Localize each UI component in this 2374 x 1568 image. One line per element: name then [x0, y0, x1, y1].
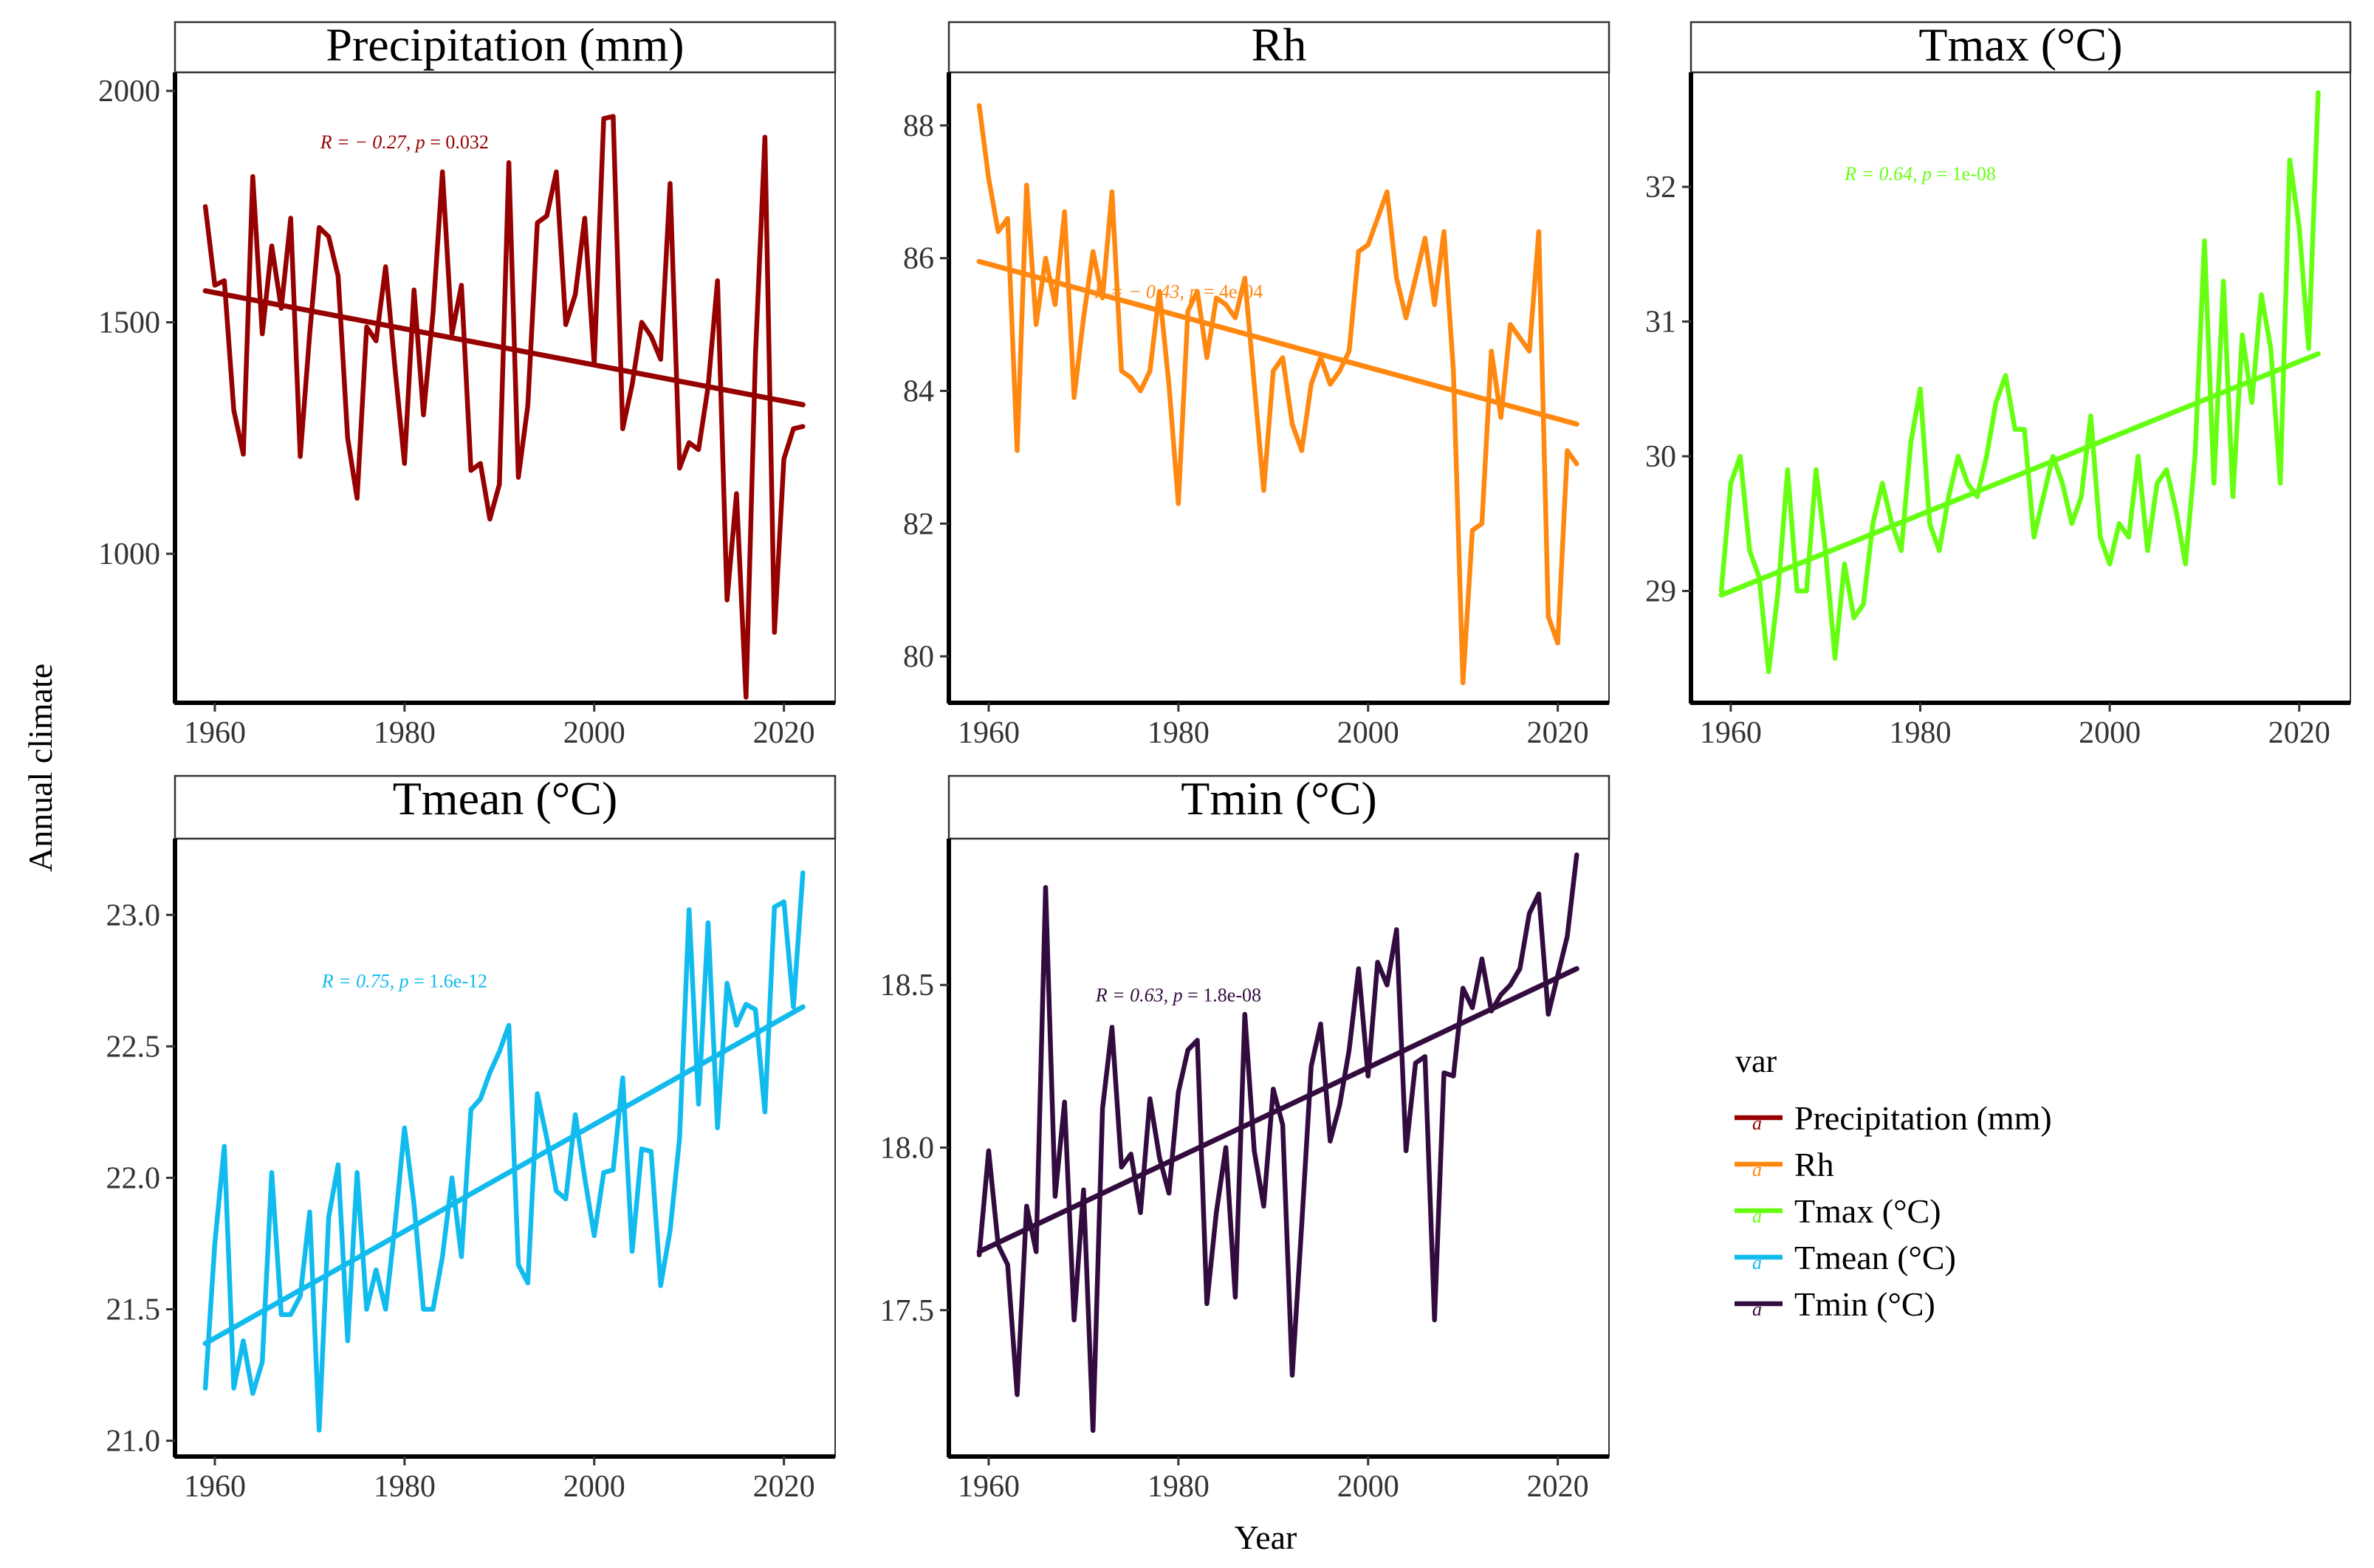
panel-2: Rh 80 82 84 86 88 1960 1980 2000 2020 R = − 0.43, … — [903, 18, 1610, 750]
panel-3: Tmax (°C) 29 30 31 32 1960 1980 2000 2020 R = 0.6… — [1645, 18, 2352, 750]
annotation-r: R = − 0.27, — [320, 131, 416, 153]
y-tick-label: 82 — [903, 507, 934, 541]
x-tick-label: 2020 — [2268, 716, 2330, 750]
y-tick-label: 80 — [903, 640, 934, 674]
strip-label: Precipitation (mm) — [326, 18, 684, 71]
legend-label: Precipitation (mm) — [1794, 1099, 2052, 1137]
x-tick-label: 1960 — [958, 716, 1020, 750]
y-tick-label: 23.0 — [106, 898, 161, 932]
trend-line — [976, 258, 1579, 427]
annotation-p: p — [414, 131, 425, 153]
strip-label: Tmean (°C) — [393, 772, 618, 825]
annotation-p: p — [1921, 163, 1932, 185]
x-tick-label: 2000 — [1337, 716, 1399, 750]
y-tick-label: 22.0 — [106, 1161, 161, 1195]
y-tick-label: 32 — [1645, 171, 1676, 204]
annotation-value: = 1.6e-12 — [409, 970, 487, 991]
legend-key-glyph: a — [1752, 1113, 1762, 1134]
facet-panels: Precipitation (mm) 1000 1500 2000 1960 1980 20… — [98, 18, 2352, 1504]
y-tick-label: 29 — [1645, 575, 1676, 609]
x-tick-label: 1980 — [374, 716, 436, 750]
trend-line — [202, 1004, 806, 1347]
x-axis-title: Year — [1235, 1519, 1297, 1556]
x-tick-label: 2020 — [1527, 716, 1589, 750]
legend-title: var — [1735, 1043, 1777, 1079]
x-tick-label: 1960 — [184, 1470, 246, 1504]
legend-label: Tmax (°C) — [1794, 1192, 1941, 1230]
x-tick-label: 1960 — [958, 1470, 1020, 1504]
panel-1: Precipitation (mm) 1000 1500 2000 1960 1980 20… — [98, 18, 837, 750]
x-tick-label: 2020 — [753, 716, 815, 750]
legend-label: Tmean (°C) — [1794, 1239, 1956, 1276]
x-tick-label: 1960 — [184, 716, 246, 750]
panel-4: Tmean (°C) 21.0 21.5 22.0 22.5 23.0 1960 1980 20… — [106, 772, 837, 1504]
x-tick-label: 2020 — [1527, 1470, 1589, 1504]
annotation-r: R = 0.63, — [1095, 984, 1173, 1005]
strip-label: Rh — [1252, 18, 1307, 71]
annotation-value: = 4e-04 — [1198, 281, 1263, 303]
y-tick-label: 22.5 — [106, 1030, 161, 1064]
legend-key-glyph: a — [1752, 1159, 1762, 1180]
x-tick-label: 1980 — [1889, 716, 1951, 750]
legend-key-glyph: a — [1752, 1252, 1762, 1273]
y-tick-label: 18.5 — [880, 969, 935, 1003]
trend-line — [202, 288, 806, 408]
strip-label: Tmax (°C) — [1918, 18, 2122, 71]
y-tick-label: 1500 — [98, 306, 160, 340]
x-tick-label: 2020 — [753, 1470, 815, 1504]
legend-key-glyph: a — [1752, 1206, 1762, 1227]
series-line — [202, 114, 806, 700]
trend-line — [976, 966, 1579, 1254]
y-tick-label: 30 — [1645, 440, 1676, 474]
panel-strip — [947, 21, 1610, 74]
series-line — [1718, 90, 2321, 675]
y-tick-label: 88 — [903, 109, 934, 143]
strip-label: Tmin (°C) — [1181, 772, 1377, 825]
annotation-p: p — [1172, 984, 1183, 1005]
correlation-annotation: R = 0.63, p = 1.8e-08 — [1095, 984, 1261, 1005]
correlation-annotation: R = − 0.43, p = 4e-04 — [1093, 281, 1263, 303]
legend-label: Tmin (°C) — [1794, 1285, 1935, 1323]
series-line — [976, 852, 1579, 1434]
x-tick-label: 2000 — [2079, 716, 2141, 750]
panel-5: Tmin (°C) 17.5 18.0 18.5 1960 1980 2000 2020 R =… — [880, 772, 1610, 1504]
panel-strip — [174, 774, 837, 840]
y-tick-label: 18.0 — [880, 1132, 935, 1166]
annotation-p: p — [1187, 281, 1198, 303]
legend-key-glyph: a — [1752, 1299, 1762, 1320]
annotation-value: = 1e-08 — [1932, 163, 1996, 185]
series-line — [202, 870, 806, 1433]
annotation-value: = 0.032 — [425, 131, 489, 153]
x-tick-label: 1980 — [1147, 1470, 1210, 1504]
legend-label: Rh — [1794, 1146, 1834, 1183]
y-tick-label: 86 — [903, 242, 934, 276]
y-tick-label: 1000 — [98, 537, 160, 571]
correlation-annotation: R = 0.75, p = 1.6e-12 — [321, 970, 487, 991]
annotation-r: R = − 0.43, — [1093, 281, 1189, 303]
y-tick-label: 31 — [1645, 306, 1676, 340]
y-tick-label: 2000 — [98, 75, 160, 109]
legend: var a Precipitation (mm) a Rh a Tmax (°C) a Tme… — [1735, 1043, 2052, 1323]
series-line — [976, 103, 1579, 686]
x-tick-label: 2000 — [563, 716, 625, 750]
correlation-annotation: R = − 0.27, p = 0.032 — [320, 131, 489, 153]
x-tick-label: 1960 — [1700, 716, 1762, 750]
trend-line — [1718, 351, 2321, 598]
annotation-p: p — [398, 970, 409, 991]
y-tick-label: 17.5 — [880, 1294, 935, 1328]
panel-strip — [174, 21, 837, 74]
x-tick-label: 2000 — [563, 1470, 625, 1504]
annotation-r: R = 0.64, — [1844, 163, 1922, 185]
x-tick-label: 1980 — [1147, 716, 1210, 750]
x-tick-label: 1980 — [374, 1470, 436, 1504]
y-tick-label: 21.0 — [106, 1425, 161, 1459]
annotation-r: R = 0.75, — [321, 970, 399, 991]
y-tick-label: 84 — [903, 374, 934, 408]
y-axis-title: Annual climate — [21, 664, 59, 872]
x-tick-label: 2000 — [1337, 1470, 1399, 1504]
annotation-value: = 1.8e-08 — [1183, 984, 1261, 1005]
correlation-annotation: R = 0.64, p = 1e-08 — [1844, 163, 1996, 185]
y-tick-label: 21.5 — [106, 1293, 161, 1327]
